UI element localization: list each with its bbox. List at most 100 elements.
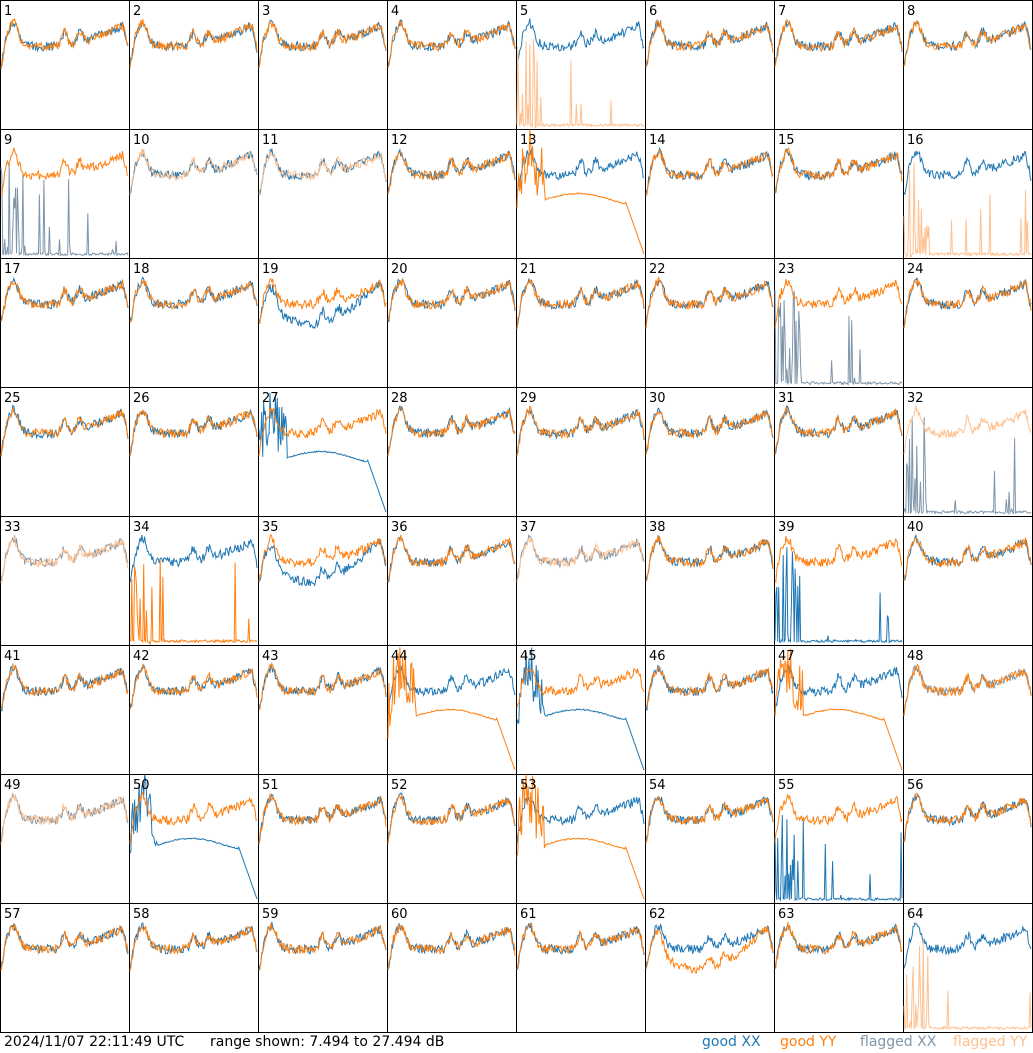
- series-xx-line: [258, 392, 387, 513]
- panel-frame: [774, 258, 904, 388]
- panel-48: 48: [903, 645, 1033, 775]
- panel-frame: [129, 774, 259, 904]
- panel-frame: [0, 645, 130, 775]
- footer-bar: 2024/11/07 22:11:49 UTC range shown: 7.4…: [0, 1033, 1033, 1053]
- series-yy-line: [645, 409, 774, 455]
- series-yy-line: [387, 924, 516, 970]
- panel-18: 18: [129, 258, 259, 388]
- series-yy-line: [258, 407, 387, 456]
- panel-label: 46: [649, 649, 666, 664]
- panel-frame: [903, 0, 1033, 130]
- series-yy-line: [774, 922, 903, 970]
- series-yy-line: [387, 794, 516, 844]
- panel-16: 16: [903, 129, 1033, 259]
- panel-frame: [258, 516, 388, 646]
- panel-63: 63: [774, 903, 904, 1033]
- panel-frame: [645, 129, 775, 259]
- panel-7: 7: [774, 0, 904, 130]
- panel-frame: [0, 903, 130, 1033]
- panel-label: 32: [907, 391, 924, 406]
- panel-frame: [258, 258, 388, 388]
- series-yy-line: [645, 149, 774, 197]
- panel-frame: [516, 258, 646, 388]
- panel-label: 50: [133, 778, 150, 793]
- panel-40: 40: [903, 516, 1033, 646]
- panel-29: 29: [516, 387, 646, 517]
- series-yy-line: [903, 20, 1032, 67]
- series-yy-line: [774, 147, 903, 194]
- series-xx-line: [258, 538, 387, 587]
- panel-frame: [387, 129, 517, 259]
- panel-frame: [129, 0, 259, 130]
- series-yy-line: [516, 921, 645, 970]
- panel-3: 3: [258, 0, 388, 130]
- panel-31: 31: [774, 387, 904, 517]
- panel-frame: [258, 903, 388, 1033]
- panel-64: 64: [903, 903, 1033, 1033]
- series-yy-line: [516, 536, 645, 582]
- panel-label: 19: [262, 262, 279, 277]
- panel-label: 35: [262, 520, 279, 535]
- panel-50: 50: [129, 774, 259, 904]
- panel-label: 57: [4, 907, 21, 922]
- series-yy-line: [903, 663, 1032, 716]
- panel-26: 26: [129, 387, 259, 517]
- panel-frame: [774, 516, 904, 646]
- series-yy-line: [129, 19, 258, 69]
- panel-frame: [774, 903, 904, 1033]
- panel-61: 61: [516, 903, 646, 1033]
- panel-label: 51: [262, 778, 279, 793]
- series-yy-line: [129, 559, 258, 646]
- panel-label: 39: [778, 520, 795, 535]
- panel-32: 32: [903, 387, 1033, 517]
- panel-label: 47: [778, 649, 795, 664]
- panel-20: 20: [387, 258, 517, 388]
- panel-frame: [0, 387, 130, 517]
- panel-frame: [516, 516, 646, 646]
- series-yy-line: [0, 147, 129, 196]
- series-yy-line: [903, 405, 1032, 455]
- series-yy-line: [774, 793, 903, 843]
- panel-frame: [129, 903, 259, 1033]
- panel-label: 60: [391, 907, 408, 922]
- legend-good-xx: good XX: [702, 1034, 761, 1050]
- panel-label: 2: [133, 4, 141, 19]
- panel-label: 42: [133, 649, 150, 664]
- series-yy-line: [129, 148, 258, 195]
- panel-frame: [258, 0, 388, 130]
- panel-frame: [516, 903, 646, 1033]
- panel-label: 61: [520, 907, 537, 922]
- panel-45: 45: [516, 645, 646, 775]
- panel-label: 1: [4, 4, 12, 19]
- panel-49: 49: [0, 774, 130, 904]
- panel-label: 5: [520, 4, 528, 19]
- panel-label: 33: [4, 520, 21, 535]
- series-yy-line: [774, 18, 903, 67]
- panel-frame: [645, 258, 775, 388]
- panel-30: 30: [645, 387, 775, 517]
- panel-15: 15: [774, 129, 904, 259]
- series-xx-line: [516, 18, 645, 68]
- panel-label: 36: [391, 520, 408, 535]
- panel-label: 40: [907, 520, 924, 535]
- panel-frame: [903, 258, 1033, 388]
- series-yy-line: [645, 19, 774, 68]
- panel-60: 60: [387, 903, 517, 1033]
- panel-label: 58: [133, 907, 150, 922]
- series-xx-line: [903, 150, 1032, 196]
- panel-12: 12: [387, 129, 517, 259]
- legend-good-yy: good YY: [780, 1034, 837, 1050]
- panel-57: 57: [0, 903, 130, 1033]
- panel-label: 64: [907, 907, 924, 922]
- panel-2: 2: [129, 0, 259, 130]
- panel-21: 21: [516, 258, 646, 388]
- panel-frame: [0, 774, 130, 904]
- panel-label: 8: [907, 4, 915, 19]
- panel-frame: [387, 387, 517, 517]
- panel-label: 30: [649, 391, 666, 406]
- panel-label: 23: [778, 262, 795, 277]
- panel-label: 59: [262, 907, 279, 922]
- series-xx-line: [516, 148, 645, 194]
- panel-label: 37: [520, 520, 537, 535]
- series-yy-line: [129, 279, 258, 323]
